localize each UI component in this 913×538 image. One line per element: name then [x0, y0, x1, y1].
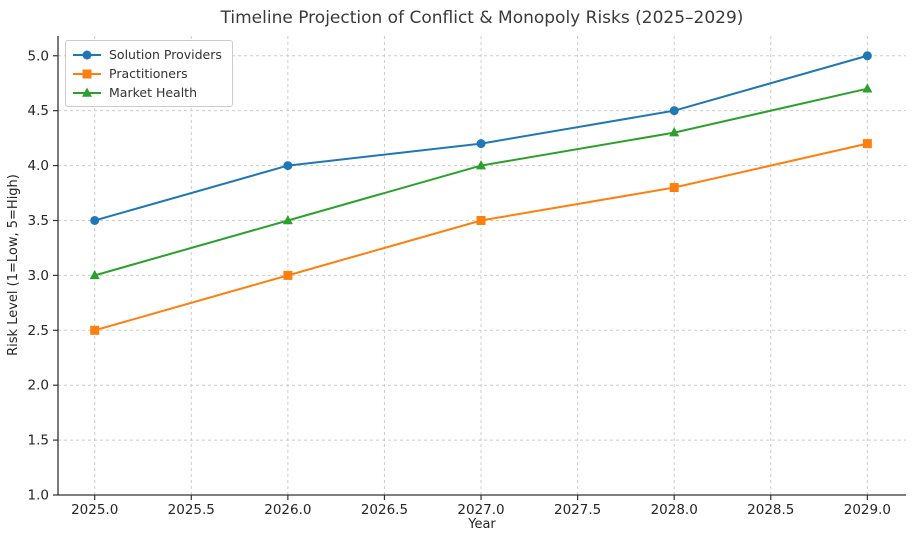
- x-tick-label: 2025.5: [168, 502, 215, 518]
- x-axis-label: Year: [468, 517, 496, 532]
- legend-label: Market Health: [109, 85, 197, 100]
- legend-triangle-icon: [73, 87, 101, 97]
- legend-square-icon: [73, 69, 101, 78]
- y-axis-label: Risk Level (1=Low, 5=High): [6, 174, 21, 356]
- data-point-solution-providers-marker: [476, 139, 486, 149]
- y-tick-label: 2.0: [28, 378, 49, 394]
- data-point-market-health-marker: [476, 160, 487, 170]
- y-tick-label: 4.5: [28, 103, 49, 119]
- data-point-solution-providers-marker: [283, 161, 293, 171]
- x-tick-label: 2029.0: [844, 502, 891, 518]
- chart-title: Timeline Projection of Conflict & Monopo…: [220, 8, 744, 28]
- x-tick-label: 2028.5: [747, 502, 794, 518]
- x-tick-label: 2027.5: [554, 502, 601, 518]
- data-point-practitioners-marker: [283, 270, 293, 280]
- legend-label: Practitioners: [109, 66, 188, 81]
- x-tick-label: 2026.0: [264, 502, 311, 518]
- x-tick-label: 2026.5: [361, 502, 408, 518]
- data-point-solution-providers-marker: [669, 106, 679, 116]
- x-tick-label: 2025.0: [71, 502, 118, 518]
- data-point-practitioners-marker: [90, 325, 100, 335]
- y-tick-label: 1.0: [28, 488, 49, 504]
- y-tick-label: 3.0: [28, 268, 49, 284]
- data-point-solution-providers-marker: [90, 215, 100, 225]
- y-tick-label: 2.5: [28, 323, 49, 339]
- data-point-practitioners-marker: [862, 139, 872, 149]
- y-tick-label: 5.0: [28, 48, 49, 64]
- data-point-market-health-marker: [282, 214, 293, 225]
- data-point-market-health-marker: [862, 83, 873, 93]
- legend-item-solution-providers: Solution Providers: [72, 46, 222, 63]
- x-tick-label: 2027.0: [457, 502, 504, 518]
- legend-item-practitioners: Practitioners: [72, 65, 222, 82]
- y-tick-label: 3.5: [28, 213, 49, 229]
- legend-item-market-health: Market Health: [72, 84, 222, 101]
- data-point-market-health-marker: [669, 127, 680, 137]
- y-tick-label: 4.0: [28, 158, 49, 174]
- legend-circle-icon: [73, 50, 101, 59]
- legend: Solution Providers Practitioners Market He…: [65, 40, 233, 107]
- data-point-market-health-marker: [89, 269, 100, 280]
- legend-label: Solution Providers: [109, 47, 222, 62]
- x-tick-label: 2028.0: [651, 502, 698, 518]
- data-point-practitioners-marker: [669, 183, 679, 193]
- y-tick-label: 1.5: [28, 433, 49, 449]
- data-point-solution-providers-marker: [862, 51, 872, 61]
- data-point-practitioners-marker: [476, 215, 486, 225]
